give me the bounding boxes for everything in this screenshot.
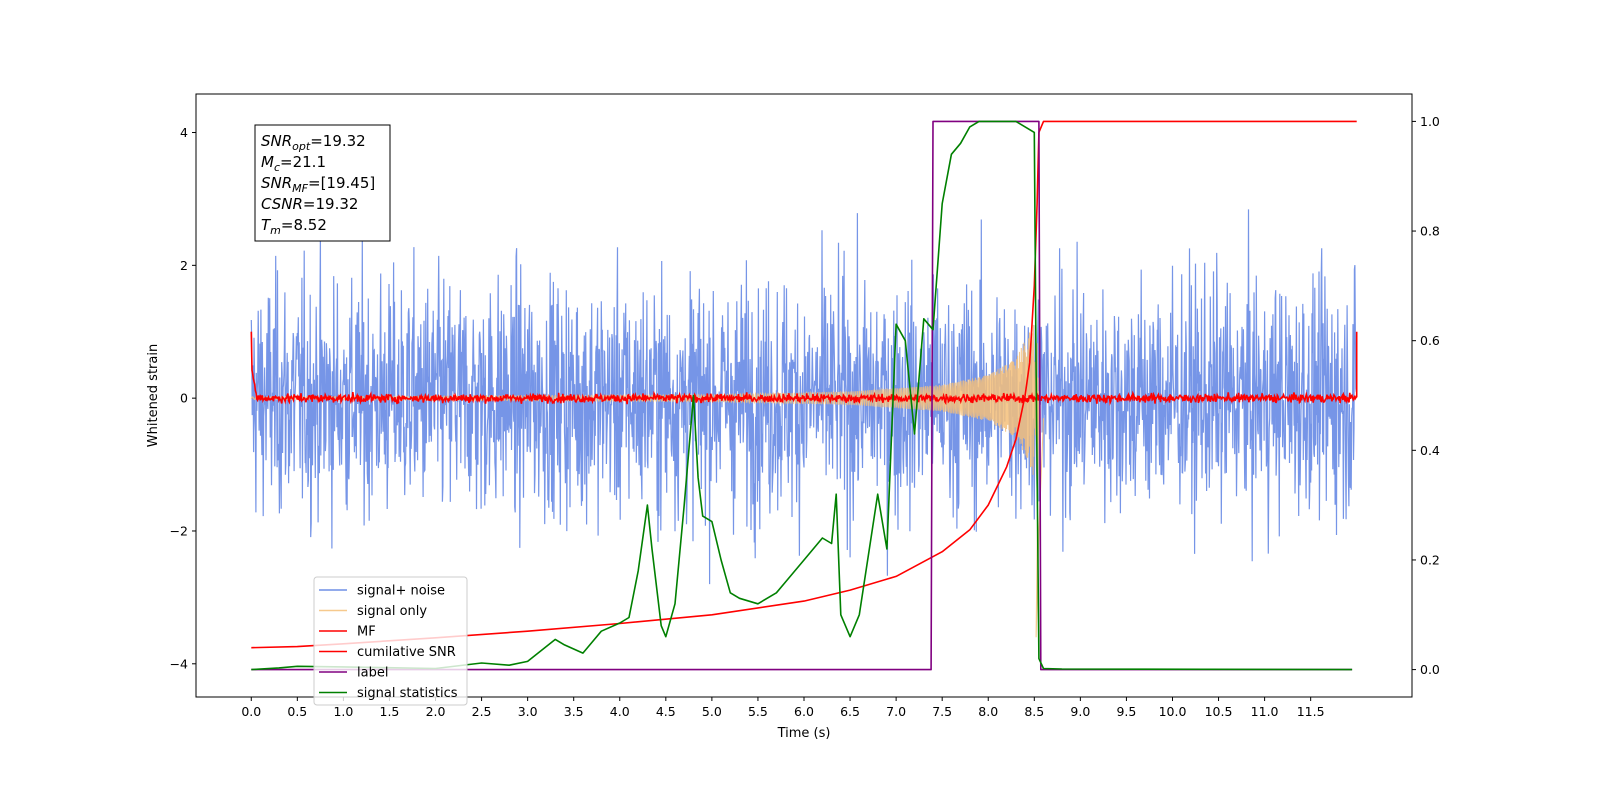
x-tick-label: 8.0 bbox=[978, 704, 998, 719]
annotation-line: Mc=21.1 bbox=[261, 153, 326, 174]
annotation-value: =21.1 bbox=[280, 153, 326, 171]
annotation-value: =19.32 bbox=[303, 195, 359, 213]
x-tick-label: 3.5 bbox=[564, 704, 584, 719]
x-tick-label: 6.0 bbox=[794, 704, 814, 719]
x-tick-label: 2.0 bbox=[426, 704, 446, 719]
y-tick-label: 4 bbox=[180, 125, 188, 140]
series-mf bbox=[250, 331, 1358, 406]
y2-tick-label: 1.0 bbox=[1420, 114, 1440, 129]
x-tick-label: 1.0 bbox=[333, 704, 353, 719]
annotation-frame bbox=[254, 124, 391, 242]
legend-entry: signal statistics bbox=[357, 686, 458, 701]
annotation-symbol: M bbox=[261, 153, 274, 171]
x-tick-label: 7.0 bbox=[886, 704, 906, 719]
annotation-symbol: T bbox=[261, 216, 272, 234]
x-tick-label: 10.5 bbox=[1205, 704, 1233, 719]
annotation-subscript: MF bbox=[292, 182, 308, 195]
annotation-symbol: SNR bbox=[261, 132, 292, 150]
x-tick-label: 8.5 bbox=[1024, 704, 1044, 719]
annotation-line: SNRMF=[19.45] bbox=[261, 174, 375, 195]
x-tick-label: 5.0 bbox=[702, 704, 722, 719]
series-signal-noise bbox=[250, 209, 1358, 585]
annotation-value: =8.52 bbox=[281, 216, 327, 234]
annotation-subscript: m bbox=[270, 224, 281, 237]
x-tick-label: 0.0 bbox=[241, 704, 261, 719]
legend-entry: signal only bbox=[357, 604, 427, 619]
y-tick-label: 0 bbox=[180, 391, 188, 406]
annotation-symbol: SNR bbox=[261, 174, 292, 192]
x-tick-label: 2.5 bbox=[472, 704, 492, 719]
legend: signal+ noise signal only MF cumilative SNR… bbox=[313, 576, 468, 706]
y-tick-label: 2 bbox=[180, 258, 188, 273]
legend-entry: label bbox=[357, 666, 388, 681]
annotation-box: SNRopt=19.32Mc=21.1SNRMF=[19.45]CSNR=19.… bbox=[254, 124, 391, 242]
y2-tick-label: 0.2 bbox=[1420, 552, 1440, 567]
x-tick-label: 11.5 bbox=[1297, 704, 1325, 719]
annotation-subscript: c bbox=[274, 161, 280, 174]
x-tick-label: 7.5 bbox=[932, 704, 952, 719]
x-tick-label: 4.5 bbox=[656, 704, 676, 719]
annotation-symbol: CSNR bbox=[261, 195, 303, 213]
annotation-subscript: opt bbox=[292, 140, 311, 153]
annotation-value: =[19.45] bbox=[308, 174, 375, 192]
series-signal-statistics bbox=[251, 120, 1353, 671]
x-axis-label: Time (s) bbox=[777, 726, 831, 741]
x-tick-label: 3.0 bbox=[518, 704, 538, 719]
y2-tick-label: 0.0 bbox=[1420, 662, 1440, 677]
x-tick-label: 1.5 bbox=[380, 704, 400, 719]
y2-tick-label: 0.6 bbox=[1420, 333, 1440, 348]
annotation-value: =19.32 bbox=[310, 132, 366, 150]
legend-frame bbox=[313, 576, 468, 706]
x-tick-label: 5.5 bbox=[748, 704, 768, 719]
y-tick-label: −2 bbox=[170, 523, 188, 538]
legend-entry: signal+ noise bbox=[357, 584, 445, 599]
annotation-line: CSNR=19.32 bbox=[261, 195, 358, 213]
y2-tick-label: 0.4 bbox=[1420, 443, 1440, 458]
y-axis-label: Whitened strain bbox=[146, 344, 161, 447]
x-tick-label: 11.0 bbox=[1251, 704, 1279, 719]
x-tick-label: 9.0 bbox=[1070, 704, 1090, 719]
x-tick-label: 10.0 bbox=[1159, 704, 1187, 719]
x-tick-label: 4.0 bbox=[610, 704, 630, 719]
y2-tick-label: 0.8 bbox=[1420, 224, 1440, 239]
x-tick-label: 6.5 bbox=[840, 704, 860, 719]
y-tick-label: −4 bbox=[170, 656, 188, 671]
annotation-line: SNRopt=19.32 bbox=[261, 132, 366, 153]
plot-area bbox=[250, 120, 1358, 671]
x-tick-label: 9.5 bbox=[1116, 704, 1136, 719]
x-tick-label: 0.5 bbox=[287, 704, 307, 719]
legend-entry: cumilative SNR bbox=[357, 645, 456, 660]
annotation-line: Tm=8.52 bbox=[261, 216, 327, 237]
legend-entry: MF bbox=[357, 625, 376, 640]
